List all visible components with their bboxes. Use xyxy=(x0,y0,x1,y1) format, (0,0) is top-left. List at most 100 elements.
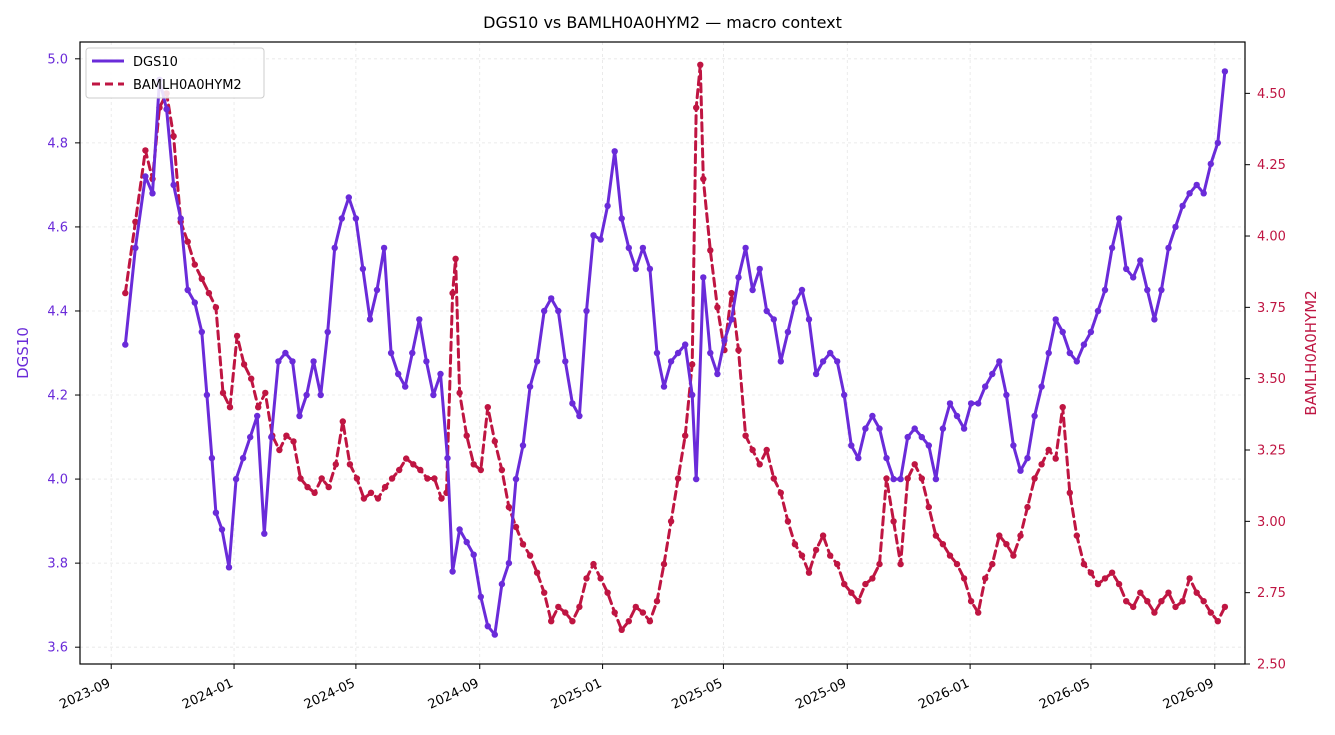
data-point-bamlh0a0hym2 xyxy=(925,503,932,511)
data-point-bamlh0a0hym2 xyxy=(477,466,484,474)
data-point-bamlh0a0hym2 xyxy=(339,418,346,425)
data-point-bamlh0a0hym2 xyxy=(438,495,445,502)
data-point-dgs10 xyxy=(562,358,569,365)
data-point-bamlh0a0hym2 xyxy=(505,503,513,511)
data-point-bamlh0a0hym2 xyxy=(996,532,1003,539)
data-point-bamlh0a0hym2 xyxy=(142,147,149,154)
right-tick-label: 2.75 xyxy=(1257,586,1286,601)
data-point-dgs10 xyxy=(395,370,402,378)
data-point-bamlh0a0hym2 xyxy=(212,304,220,311)
data-point-bamlh0a0hym2 xyxy=(1115,580,1123,588)
data-point-dgs10 xyxy=(728,316,735,323)
data-point-bamlh0a0hym2 xyxy=(318,475,325,482)
left-tick-label: 4.8 xyxy=(47,136,68,151)
data-point-bamlh0a0hym2 xyxy=(526,552,534,559)
data-point-dgs10 xyxy=(812,370,820,378)
data-point-bamlh0a0hym2 xyxy=(1038,461,1045,468)
data-point-dgs10 xyxy=(198,328,205,336)
data-point-bamlh0a0hym2 xyxy=(122,289,129,297)
data-point-bamlh0a0hym2 xyxy=(431,475,438,482)
data-point-dgs10 xyxy=(1123,265,1130,273)
data-point-dgs10 xyxy=(1221,68,1229,75)
right-tick-label: 3.00 xyxy=(1257,515,1286,530)
data-point-dgs10 xyxy=(674,349,682,357)
data-point-bamlh0a0hym2 xyxy=(255,404,262,411)
data-point-dgs10 xyxy=(1066,349,1074,357)
data-point-dgs10 xyxy=(498,580,506,588)
data-point-bamlh0a0hym2 xyxy=(463,432,470,439)
data-point-dgs10 xyxy=(1115,215,1123,222)
data-point-dgs10 xyxy=(890,475,897,483)
data-point-bamlh0a0hym2 xyxy=(569,618,576,625)
data-point-bamlh0a0hym2 xyxy=(667,518,675,525)
data-point-bamlh0a0hym2 xyxy=(798,552,806,559)
data-point-dgs10 xyxy=(380,244,388,252)
data-point-bamlh0a0hym2 xyxy=(170,133,177,140)
data-point-dgs10 xyxy=(982,383,989,390)
data-point-bamlh0a0hym2 xyxy=(410,461,417,468)
data-point-bamlh0a0hym2 xyxy=(855,598,862,605)
data-point-bamlh0a0hym2 xyxy=(325,483,332,491)
data-point-dgs10 xyxy=(519,442,527,449)
data-point-bamlh0a0hym2 xyxy=(1066,489,1074,496)
data-point-dgs10 xyxy=(996,358,1003,365)
data-point-bamlh0a0hym2 xyxy=(470,461,477,468)
data-point-bamlh0a0hym2 xyxy=(1073,532,1081,539)
data-point-dgs10 xyxy=(583,307,590,315)
data-point-dgs10 xyxy=(989,370,996,378)
data-point-dgs10 xyxy=(203,391,211,399)
data-point-dgs10 xyxy=(317,391,324,399)
plot-frame xyxy=(79,41,1246,665)
data-point-dgs10 xyxy=(1073,358,1081,365)
data-point-dgs10 xyxy=(177,215,184,222)
data-point-bamlh0a0hym2 xyxy=(689,361,696,368)
data-point-dgs10 xyxy=(770,316,777,323)
data-point-bamlh0a0hym2 xyxy=(674,475,682,482)
data-point-bamlh0a0hym2 xyxy=(191,261,198,268)
data-point-bamlh0a0hym2 xyxy=(805,569,813,576)
data-point-dgs10 xyxy=(1045,349,1052,357)
data-point-bamlh0a0hym2 xyxy=(367,489,375,496)
data-point-dgs10 xyxy=(904,433,911,441)
data-point-bamlh0a0hym2 xyxy=(939,541,947,548)
data-point-bamlh0a0hym2 xyxy=(449,289,456,297)
data-point-dgs10 xyxy=(170,181,177,189)
data-point-dgs10 xyxy=(653,349,661,357)
data-point-bamlh0a0hym2 xyxy=(452,255,459,262)
legend: DGS10 BAMLH0A0HYM2 xyxy=(85,47,265,99)
data-point-bamlh0a0hym2 xyxy=(946,552,954,559)
data-point-dgs10 xyxy=(693,475,700,483)
data-point-dgs10 xyxy=(960,425,968,432)
data-point-dgs10 xyxy=(925,442,932,449)
data-point-dgs10 xyxy=(254,412,261,420)
data-point-bamlh0a0hym2 xyxy=(1130,603,1137,611)
data-point-bamlh0a0hym2 xyxy=(1024,503,1031,511)
data-point-bamlh0a0hym2 xyxy=(756,461,763,468)
data-point-dgs10 xyxy=(512,475,520,483)
data-point-dgs10 xyxy=(569,400,576,407)
right-axis-title: BAMLH0A0HYM2 xyxy=(1302,290,1320,415)
data-point-dgs10 xyxy=(477,593,484,600)
data-point-bamlh0a0hym2 xyxy=(1101,575,1109,582)
legend-box xyxy=(85,47,265,99)
data-point-dgs10 xyxy=(805,316,813,323)
data-point-bamlh0a0hym2 xyxy=(932,532,940,539)
data-point-bamlh0a0hym2 xyxy=(1123,598,1130,605)
data-point-bamlh0a0hym2 xyxy=(989,560,996,568)
data-point-bamlh0a0hym2 xyxy=(424,475,431,482)
data-point-bamlh0a0hym2 xyxy=(519,541,527,548)
data-point-dgs10 xyxy=(1059,328,1066,336)
data-point-dgs10 xyxy=(604,202,611,210)
data-point-dgs10 xyxy=(218,526,226,533)
data-point-bamlh0a0hym2 xyxy=(869,575,876,582)
data-point-dgs10 xyxy=(526,383,534,390)
data-point-dgs10 xyxy=(819,358,827,365)
data-point-bamlh0a0hym2 xyxy=(184,238,191,245)
data-point-dgs10 xyxy=(756,265,763,273)
data-point-bamlh0a0hym2 xyxy=(697,61,704,68)
data-point-dgs10 xyxy=(646,265,654,273)
x-tick-label: 2026-01 xyxy=(916,676,972,713)
chart-title: DGS10 vs BAMLH0A0HYM2 — macro context xyxy=(483,13,842,32)
right-tick-label: 4.00 xyxy=(1257,230,1286,245)
